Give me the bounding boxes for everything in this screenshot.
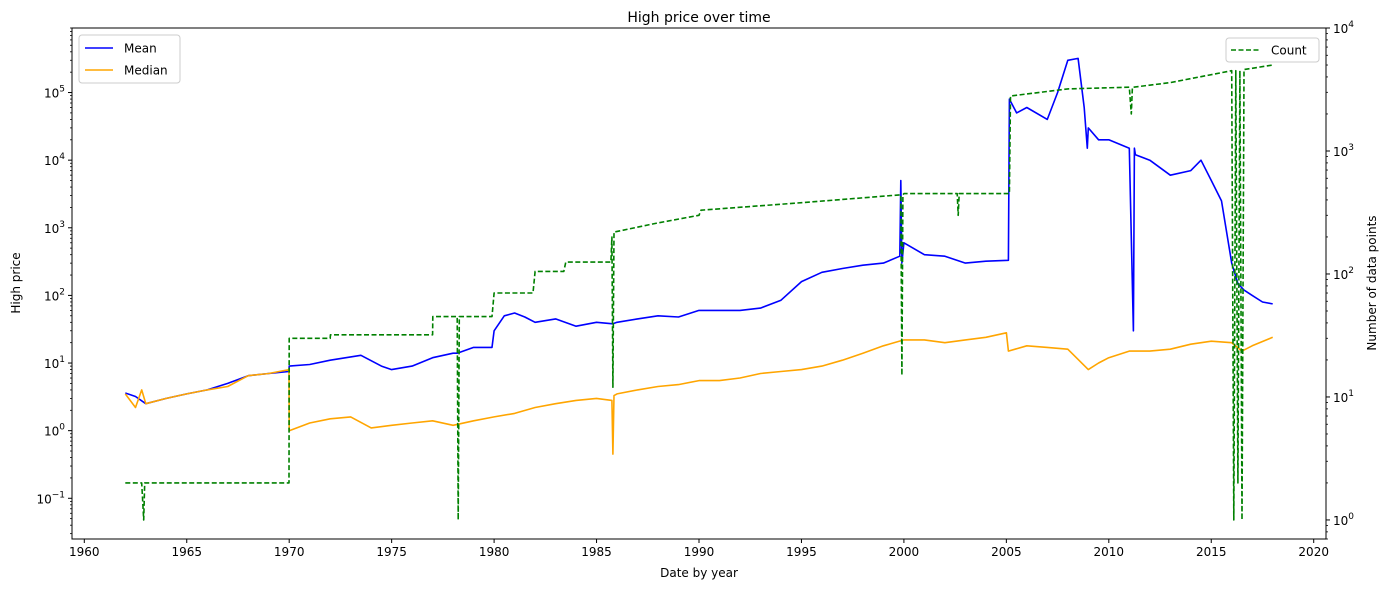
legend-mean-label: Mean — [124, 42, 157, 56]
x-tick-label: 2005 — [991, 545, 1022, 559]
x-tick-label: 1985 — [581, 545, 612, 559]
x-tick-label: 1995 — [786, 545, 817, 559]
chart-title: High price over time — [627, 10, 770, 26]
x-tick-label: 2020 — [1298, 545, 1329, 559]
legend-left-box — [78, 34, 181, 84]
series-layer — [124, 57, 1274, 521]
x-axis: 1960 1965 1970 1975 1980 1985 1990 1995 2000 2005… — [69, 539, 1329, 559]
y-tick-label: 103 — [1333, 143, 1354, 159]
x-tick-label: 1960 — [69, 545, 100, 559]
y-tick-label: 102 — [1333, 266, 1354, 282]
y-tick-label: 104 — [44, 152, 65, 168]
y-tick-label: 105 — [44, 85, 65, 101]
y2-axis-label: Number of data points — [1365, 215, 1379, 350]
x-tick-label: 1975 — [376, 545, 407, 559]
y-tick-label: 100 — [44, 423, 65, 439]
x-tick-label: 2000 — [889, 545, 920, 559]
y-tick-label: 103 — [44, 220, 65, 236]
y-tick-label: 10−1 — [36, 490, 65, 506]
y-tick-label: 102 — [44, 287, 65, 303]
y-axis-label: High price — [9, 252, 23, 313]
y-tick-label: 104 — [1333, 20, 1354, 36]
series-line-mean — [125, 57, 1273, 405]
y-axis-right: 100 101 102 103 104 — [1326, 20, 1354, 540]
y-tick-label: 101 — [1333, 389, 1354, 405]
x-tick-label: 1965 — [171, 545, 202, 559]
legend-median-label: Median — [124, 64, 168, 78]
y-tick-label: 101 — [44, 355, 65, 371]
y-tick-label: 100 — [1333, 512, 1354, 528]
series-line-count — [125, 64, 1273, 521]
x-tick-label: 2010 — [1094, 545, 1125, 559]
legend-right-box — [1225, 37, 1320, 63]
legend-count-label: Count — [1271, 44, 1307, 58]
x-tick-label: 2015 — [1196, 545, 1227, 559]
x-tick-label: 1980 — [479, 545, 510, 559]
x-axis-label: Date by year — [660, 566, 738, 580]
x-tick-label: 1970 — [274, 545, 305, 559]
legend-right: Count — [1225, 37, 1320, 63]
y-axis-left: 10−1 100 101 102 103 104 105 — [36, 27, 72, 535]
x-tick-label: 1990 — [684, 545, 715, 559]
legend-left: Mean Median — [78, 34, 181, 84]
